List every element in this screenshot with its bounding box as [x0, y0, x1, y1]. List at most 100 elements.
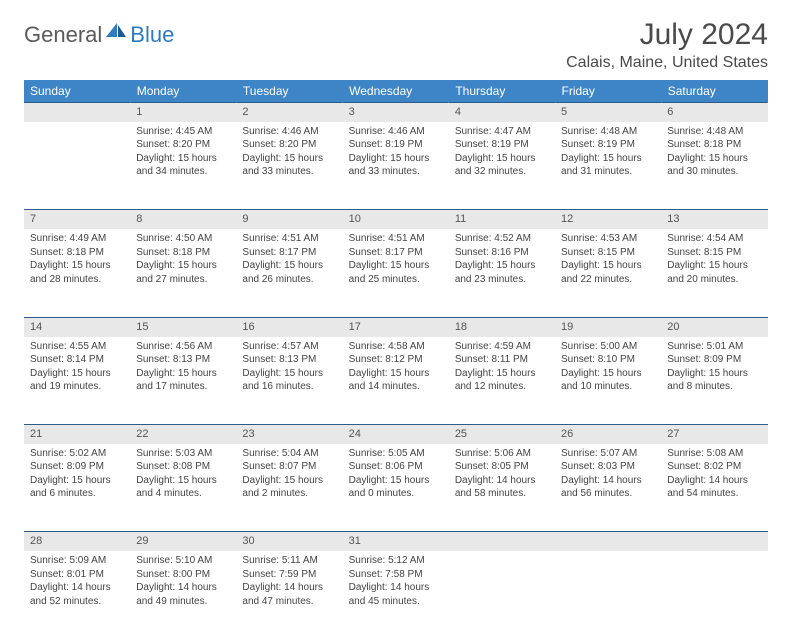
daylight-text: Daylight: 14 hours and 45 minutes.: [349, 581, 443, 608]
sunset-text: Sunset: 8:13 PM: [136, 353, 230, 367]
sunrise-text: Sunrise: 4:53 AM: [561, 232, 655, 246]
sunrise-text: Sunrise: 5:01 AM: [667, 340, 761, 354]
sunset-text: Sunset: 8:12 PM: [349, 353, 443, 367]
weekday-header: Sunday: [24, 80, 130, 103]
daylight-text: Daylight: 15 hours and 14 minutes.: [349, 367, 443, 394]
sunset-text: Sunset: 8:19 PM: [561, 138, 655, 152]
sunset-text: Sunset: 8:02 PM: [667, 460, 761, 474]
daylight-text: Daylight: 14 hours and 52 minutes.: [30, 581, 124, 608]
day-number: 9: [236, 210, 342, 229]
sunset-text: Sunset: 8:18 PM: [30, 246, 124, 260]
day-number: 24: [343, 425, 449, 444]
day-number: 28: [24, 532, 130, 551]
content-row: Sunrise: 4:49 AMSunset: 8:18 PMDaylight:…: [24, 229, 768, 317]
sunrise-text: Sunrise: 5:00 AM: [561, 340, 655, 354]
sunset-text: Sunset: 8:05 PM: [455, 460, 549, 474]
sunrise-text: Sunrise: 4:51 AM: [349, 232, 443, 246]
day-cell: Sunrise: 4:51 AMSunset: 8:17 PMDaylight:…: [236, 229, 342, 317]
sunrise-text: Sunrise: 5:11 AM: [242, 554, 336, 568]
sunset-text: Sunset: 8:19 PM: [455, 138, 549, 152]
sunrise-text: Sunrise: 4:56 AM: [136, 340, 230, 354]
content-row: Sunrise: 4:45 AMSunset: 8:20 PMDaylight:…: [24, 122, 768, 210]
day-cell: [555, 551, 661, 639]
sunset-text: Sunset: 8:10 PM: [561, 353, 655, 367]
day-cell: Sunrise: 4:48 AMSunset: 8:19 PMDaylight:…: [555, 122, 661, 210]
title-block: July 2024 Calais, Maine, United States: [566, 18, 768, 72]
brand-text-blue: Blue: [130, 22, 174, 48]
daylight-text: Daylight: 14 hours and 54 minutes.: [667, 474, 761, 501]
day-number: 5: [555, 103, 661, 122]
day-number: 19: [555, 317, 661, 336]
sunrise-text: Sunrise: 4:50 AM: [136, 232, 230, 246]
daylight-text: Daylight: 14 hours and 49 minutes.: [136, 581, 230, 608]
day-number: 23: [236, 425, 342, 444]
day-number: 8: [130, 210, 236, 229]
daylight-text: Daylight: 15 hours and 12 minutes.: [455, 367, 549, 394]
day-number: 29: [130, 532, 236, 551]
sunrise-text: Sunrise: 4:59 AM: [455, 340, 549, 354]
weekday-header: Monday: [130, 80, 236, 103]
weekday-header: Wednesday: [343, 80, 449, 103]
sunrise-text: Sunrise: 4:58 AM: [349, 340, 443, 354]
day-number: 27: [661, 425, 767, 444]
sunrise-text: Sunrise: 5:09 AM: [30, 554, 124, 568]
daylight-text: Daylight: 15 hours and 8 minutes.: [667, 367, 761, 394]
day-cell: Sunrise: 5:00 AMSunset: 8:10 PMDaylight:…: [555, 337, 661, 425]
sunset-text: Sunset: 8:07 PM: [242, 460, 336, 474]
day-number: 31: [343, 532, 449, 551]
content-row: Sunrise: 4:55 AMSunset: 8:14 PMDaylight:…: [24, 337, 768, 425]
weekday-header-row: Sunday Monday Tuesday Wednesday Thursday…: [24, 80, 768, 103]
sunrise-text: Sunrise: 4:48 AM: [561, 125, 655, 139]
sunset-text: Sunset: 8:15 PM: [667, 246, 761, 260]
daylight-text: Daylight: 15 hours and 17 minutes.: [136, 367, 230, 394]
day-number: [449, 532, 555, 551]
daylight-text: Daylight: 15 hours and 22 minutes.: [561, 259, 655, 286]
daylight-text: Daylight: 15 hours and 23 minutes.: [455, 259, 549, 286]
day-cell: Sunrise: 5:03 AMSunset: 8:08 PMDaylight:…: [130, 444, 236, 532]
sunset-text: Sunset: 8:20 PM: [136, 138, 230, 152]
day-cell: Sunrise: 4:49 AMSunset: 8:18 PMDaylight:…: [24, 229, 130, 317]
day-cell: Sunrise: 4:58 AMSunset: 8:12 PMDaylight:…: [343, 337, 449, 425]
sunset-text: Sunset: 8:16 PM: [455, 246, 549, 260]
day-number: 1: [130, 103, 236, 122]
daylight-text: Daylight: 15 hours and 28 minutes.: [30, 259, 124, 286]
day-number: 11: [449, 210, 555, 229]
weekday-header: Tuesday: [236, 80, 342, 103]
daynum-row: 28293031: [24, 532, 768, 551]
day-cell: Sunrise: 5:04 AMSunset: 8:07 PMDaylight:…: [236, 444, 342, 532]
daylight-text: Daylight: 15 hours and 20 minutes.: [667, 259, 761, 286]
day-number: 25: [449, 425, 555, 444]
day-number: 26: [555, 425, 661, 444]
sunset-text: Sunset: 8:17 PM: [349, 246, 443, 260]
sunrise-text: Sunrise: 4:57 AM: [242, 340, 336, 354]
day-number: 16: [236, 317, 342, 336]
sunset-text: Sunset: 8:15 PM: [561, 246, 655, 260]
sunset-text: Sunset: 8:13 PM: [242, 353, 336, 367]
daylight-text: Daylight: 15 hours and 26 minutes.: [242, 259, 336, 286]
sunset-text: Sunset: 8:17 PM: [242, 246, 336, 260]
daylight-text: Daylight: 15 hours and 16 minutes.: [242, 367, 336, 394]
month-title: July 2024: [566, 18, 768, 52]
sunset-text: Sunset: 8:11 PM: [455, 353, 549, 367]
daylight-text: Daylight: 15 hours and 33 minutes.: [242, 152, 336, 179]
weekday-header: Friday: [555, 80, 661, 103]
day-cell: [661, 551, 767, 639]
day-cell: Sunrise: 4:48 AMSunset: 8:18 PMDaylight:…: [661, 122, 767, 210]
day-number: 21: [24, 425, 130, 444]
day-number: 7: [24, 210, 130, 229]
sunrise-text: Sunrise: 5:10 AM: [136, 554, 230, 568]
daylight-text: Daylight: 14 hours and 56 minutes.: [561, 474, 655, 501]
day-cell: Sunrise: 4:51 AMSunset: 8:17 PMDaylight:…: [343, 229, 449, 317]
day-number: 17: [343, 317, 449, 336]
sunset-text: Sunset: 8:03 PM: [561, 460, 655, 474]
brand-sail-icon: [106, 23, 128, 39]
daylight-text: Daylight: 15 hours and 32 minutes.: [455, 152, 549, 179]
daynum-row: 123456: [24, 103, 768, 122]
day-cell: Sunrise: 4:45 AMSunset: 8:20 PMDaylight:…: [130, 122, 236, 210]
daylight-text: Daylight: 15 hours and 34 minutes.: [136, 152, 230, 179]
sunrise-text: Sunrise: 5:08 AM: [667, 447, 761, 461]
sunrise-text: Sunrise: 5:04 AM: [242, 447, 336, 461]
daylight-text: Daylight: 15 hours and 19 minutes.: [30, 367, 124, 394]
sunrise-text: Sunrise: 4:46 AM: [242, 125, 336, 139]
sunset-text: Sunset: 8:09 PM: [667, 353, 761, 367]
